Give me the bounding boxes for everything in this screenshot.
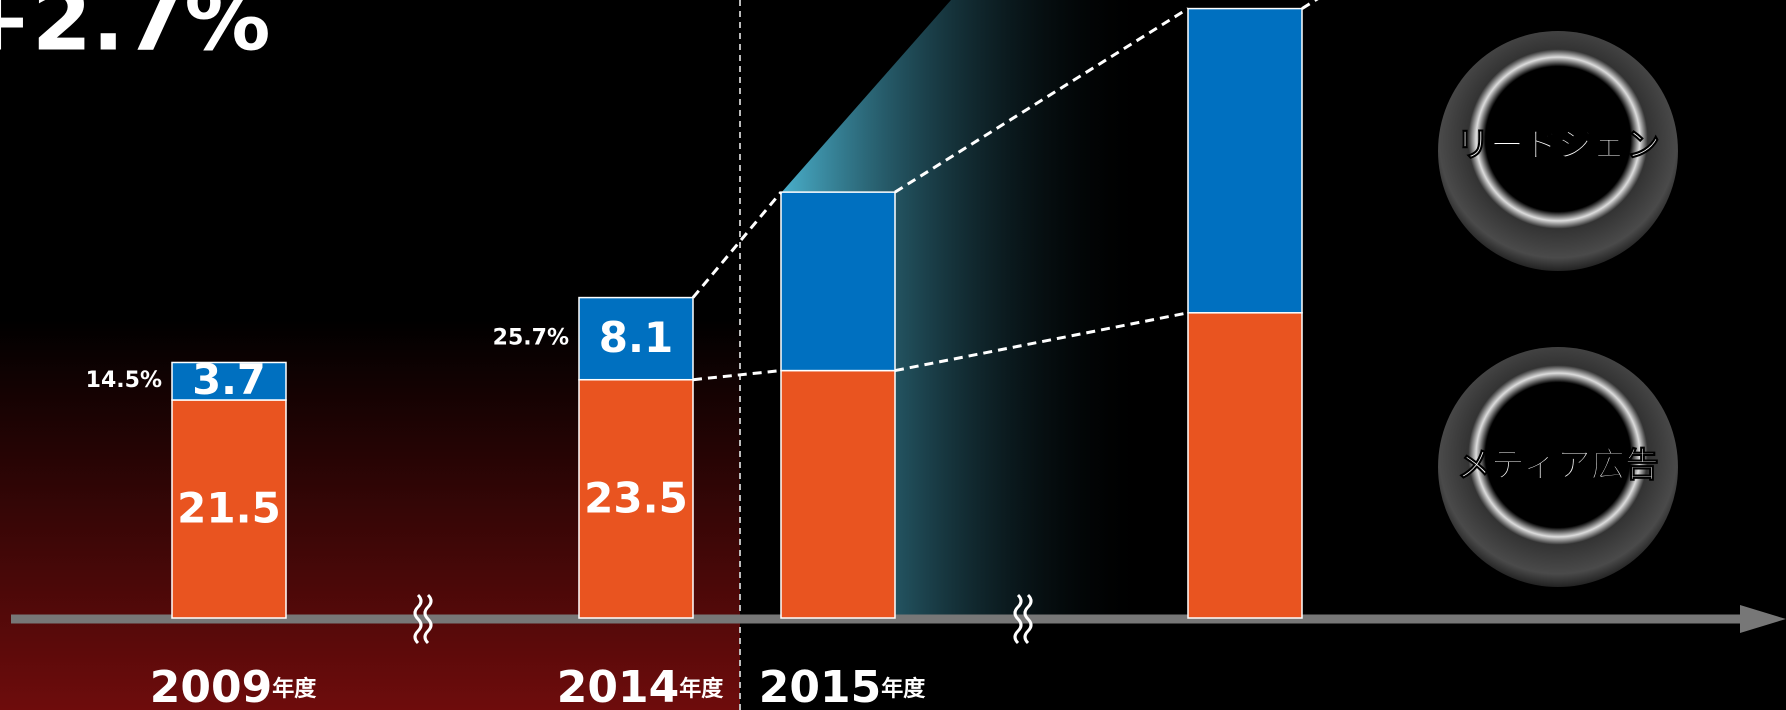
bar-segment (1187, 312, 1303, 619)
tire-icon (1438, 347, 1678, 587)
connector (1301, 0, 1319, 10)
category-suffix: 年度 (881, 676, 926, 702)
connector (894, 311, 1189, 373)
x-tick-label: 2014年度 (557, 662, 724, 710)
chart-title: +2.7% (0, 0, 271, 70)
category-year: 2014 (557, 662, 679, 710)
bar-segment (171, 399, 287, 619)
bar-segment (171, 361, 287, 401)
category-year: 2009 (150, 662, 272, 710)
value-label: 23.5 (584, 473, 688, 522)
category-suffix: 年度 (679, 676, 724, 702)
bar-segment (578, 296, 694, 381)
category-suffix: 年度 (272, 676, 317, 702)
legend-label: メディア広告 (1457, 446, 1659, 486)
share-label: 25.7% (493, 326, 569, 351)
share-label: 14.5% (86, 368, 162, 393)
bar-segment (578, 378, 694, 619)
value-label: 21.5 (177, 483, 281, 532)
bar-segment (780, 369, 896, 619)
axis-arrow (1740, 605, 1786, 633)
connector (691, 191, 783, 299)
legend-label: リードジェン (1456, 126, 1660, 166)
bar-segment (1187, 7, 1303, 314)
connector (894, 7, 1189, 194)
bar-segment (780, 191, 896, 372)
axis-break (413, 593, 1033, 645)
value-label: 8.1 (599, 313, 673, 362)
value-label: 3.7 (192, 355, 266, 404)
x-tick-label: 2015年度 (759, 662, 926, 710)
category-year: 2015 (759, 662, 881, 710)
tire-icon (1438, 31, 1678, 271)
x-tick-label: 2009年度 (150, 662, 317, 710)
